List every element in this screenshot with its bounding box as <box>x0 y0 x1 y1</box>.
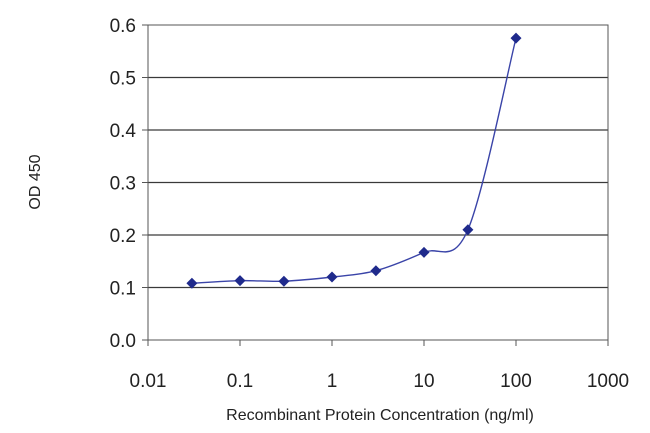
y-tick-label: 0.1 <box>110 279 136 300</box>
x-tick-label: 0.01 <box>130 371 167 392</box>
data-point <box>370 265 382 277</box>
data-point <box>418 246 430 258</box>
data-point <box>234 275 246 287</box>
x-tick-label: 10 <box>413 371 434 392</box>
y-axis-ticks: 0.0 0.1 0.2 0.3 0.4 0.5 0.6 <box>110 16 148 352</box>
x-tick-label: 1000 <box>587 371 629 392</box>
y-axis-title: OD 450 <box>27 154 44 209</box>
series-line <box>191 37 517 284</box>
x-tick-label: 1 <box>327 371 338 392</box>
data-points <box>186 32 522 289</box>
data-point <box>278 275 290 287</box>
x-axis-title: Recombinant Protein Concentration (ng/ml… <box>226 407 534 424</box>
y-tick-label: 0.4 <box>110 121 137 142</box>
x-axis-ticks: 0.01 0.1 1 10 100 1000 <box>130 340 629 392</box>
y-tick-label: 0.5 <box>110 69 136 90</box>
y-tick-label: 0.3 <box>110 174 136 195</box>
data-point <box>510 32 522 44</box>
y-tick-label: 0.6 <box>110 16 136 37</box>
y-tick-label: 0.2 <box>110 226 136 247</box>
x-tick-label: 100 <box>500 371 532 392</box>
data-point <box>186 277 198 289</box>
grid-lines <box>148 76 608 289</box>
x-tick-label: 0.1 <box>227 371 253 392</box>
data-point <box>462 224 474 236</box>
data-point <box>326 271 338 283</box>
y-tick-label: 0.0 <box>110 331 136 352</box>
